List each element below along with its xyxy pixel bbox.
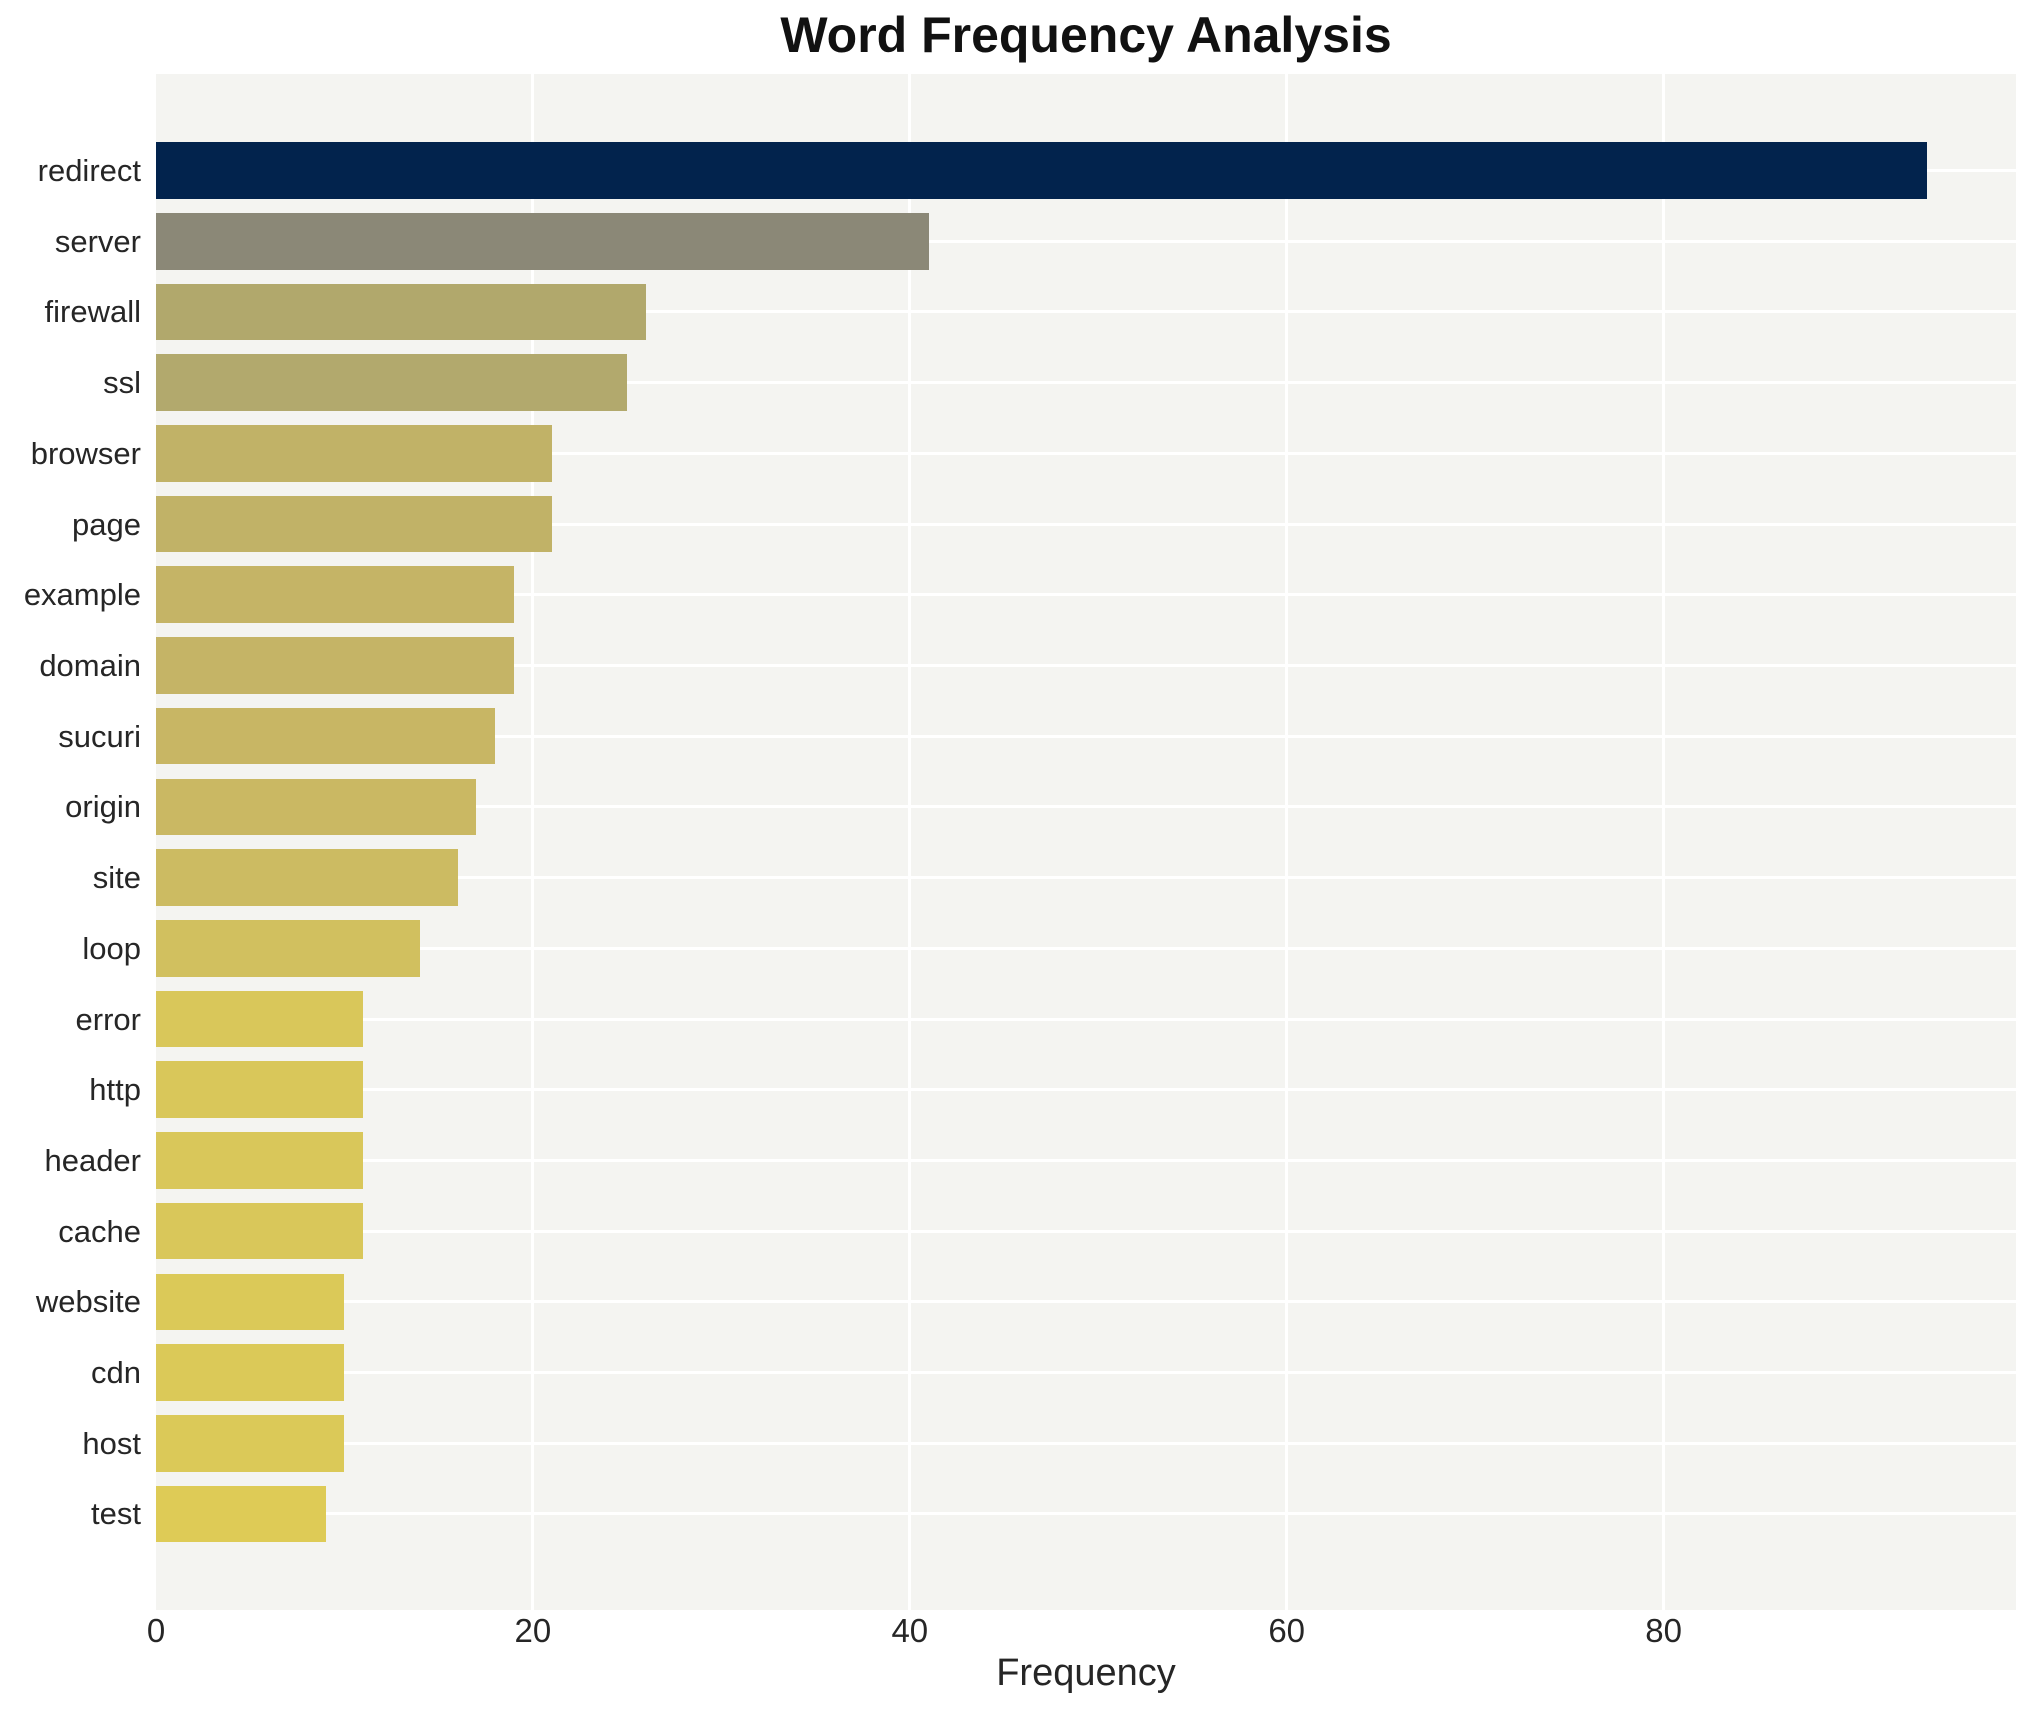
bar-firewall [156,283,646,341]
bar-test [156,1485,326,1543]
gridline-vertical-60 [1285,74,1289,1610]
gridline-horizontal-website [156,1300,2016,1304]
y-tick-label-example: example [23,577,141,613]
x-tick-label-40: 40 [891,1612,929,1649]
y-tick-label-website: website [35,1284,141,1320]
y-tick-label-header: header [44,1142,141,1178]
gridline-horizontal-cdn [156,1371,2016,1375]
bar-cache [156,1202,364,1260]
bar-ssl [156,354,628,411]
y-tick-label-test: test [91,1496,141,1532]
y-tick-label-http: http [89,1072,141,1108]
y-tick-label-origin: origin [65,789,141,825]
gridline-horizontal-header [156,1158,2016,1162]
gridline-horizontal-domain [156,663,2016,667]
bar-header [156,1132,364,1189]
bar-error [156,990,364,1048]
bar-website [156,1273,345,1331]
bar-server [156,212,929,270]
gridline-horizontal-browser [156,451,2016,455]
gridline-vertical-20 [531,74,535,1610]
bar-origin [156,778,477,836]
y-tick-label-domain: domain [39,647,141,683]
gridline-horizontal-site [156,876,2016,880]
plot-area [156,74,2016,1610]
gridline-horizontal-cache [156,1229,2016,1233]
x-tick-label-0: 0 [146,1612,166,1649]
bar-sucuri [156,707,496,765]
x-tick-label-80: 80 [1645,1612,1682,1649]
bar-site [156,849,458,906]
y-tick-label-cdn: cdn [91,1355,141,1391]
chart-title: Word Frequency Analysis [780,7,1392,63]
x-tick-label-20: 20 [514,1612,552,1649]
y-tick-label-browser: browser [30,435,141,471]
gridline-horizontal-http [156,1088,2016,1092]
gridline-horizontal-ssl [156,381,2016,385]
gridline-horizontal-example [156,593,2016,597]
gridline-horizontal-loop [156,946,2016,950]
bar-browser [156,425,552,482]
y-tick-label-server: server [54,223,141,259]
bar-http [156,1061,364,1119]
x-axis-ticks: 0 20 40 60 80 [0,1614,2036,1658]
gridline-horizontal-server [156,239,2016,243]
y-tick-label-sucuri: sucuri [58,718,141,754]
gridline-horizontal-test [156,1512,2016,1516]
y-tick-label-cache: cache [58,1213,141,1249]
x-axis-label: Frequency [996,1652,1176,1694]
gridline-horizontal-origin [156,805,2016,809]
bar-host [156,1414,345,1472]
y-tick-label-error: error [75,1001,141,1037]
gridline-vertical-40 [908,74,912,1610]
y-tick-label-page: page [72,506,141,542]
bar-page [156,495,552,553]
gridline-horizontal-sucuri [156,734,2016,738]
x-tick-label-60: 60 [1268,1612,1306,1649]
bar-example [156,566,515,624]
bar-loop [156,920,420,977]
bar-domain [156,637,515,694]
bar-redirect [156,142,1928,199]
gridline-horizontal-host [156,1441,2016,1445]
gridline-horizontal-error [156,1017,2016,1021]
y-tick-label-firewall: firewall [44,294,141,330]
y-tick-label-redirect: redirect [37,153,141,188]
y-tick-label-host: host [82,1425,141,1461]
y-tick-label-site: site [92,860,141,896]
y-tick-label-loop: loop [82,930,141,966]
gridline-horizontal-firewall [156,310,2016,314]
gridline-horizontal-page [156,522,2016,526]
y-axis-labels: redirect server firewall ssl browser page exam… [0,74,141,1610]
bar-cdn [156,1344,345,1401]
y-tick-label-ssl: ssl [103,365,141,401]
gridline-vertical-80 [1662,74,1666,1610]
